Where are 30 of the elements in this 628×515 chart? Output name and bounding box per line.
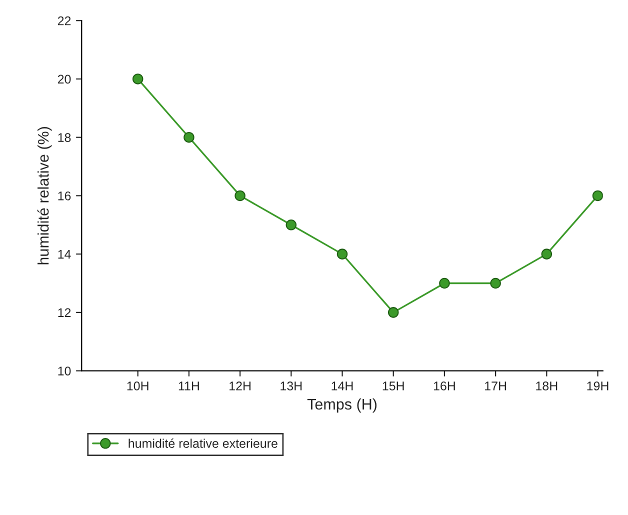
y-tick-label: 12 xyxy=(58,308,71,317)
point xyxy=(234,190,246,202)
y-tick-label: 20 xyxy=(58,74,71,84)
y-tick-label: 14 xyxy=(58,250,71,259)
y-tick-label: 22 xyxy=(58,16,71,26)
y-tick-label: 10 xyxy=(58,366,71,376)
point xyxy=(132,74,144,84)
y-axis-title: humidité relative (%) xyxy=(37,127,52,264)
x-tick-label: 15H xyxy=(382,382,404,390)
x-tick-label: 12H xyxy=(230,382,251,390)
x-tick-label: 13H xyxy=(280,382,302,390)
point xyxy=(490,278,501,289)
point xyxy=(184,132,194,143)
x-tick-label: 18H xyxy=(536,382,558,390)
point xyxy=(592,190,603,202)
y-tick-label: 18 xyxy=(58,133,71,142)
x-tick-label: 17H xyxy=(485,382,506,390)
legend-label: humidité relative exterieure xyxy=(128,438,278,448)
x-tick-label: 16H xyxy=(434,382,455,390)
x-axis-title: Temps (H) xyxy=(307,398,377,413)
point xyxy=(541,248,552,260)
x-tick-label: 14H xyxy=(332,382,353,390)
x-tick-label: 19H xyxy=(587,382,608,390)
x-tick-label: 11H xyxy=(178,382,199,390)
point xyxy=(439,278,450,289)
point xyxy=(286,220,297,230)
y-tick-label: 16 xyxy=(58,192,71,200)
point xyxy=(336,248,348,260)
point xyxy=(388,307,399,318)
x-tick-label: 10H xyxy=(127,382,148,390)
